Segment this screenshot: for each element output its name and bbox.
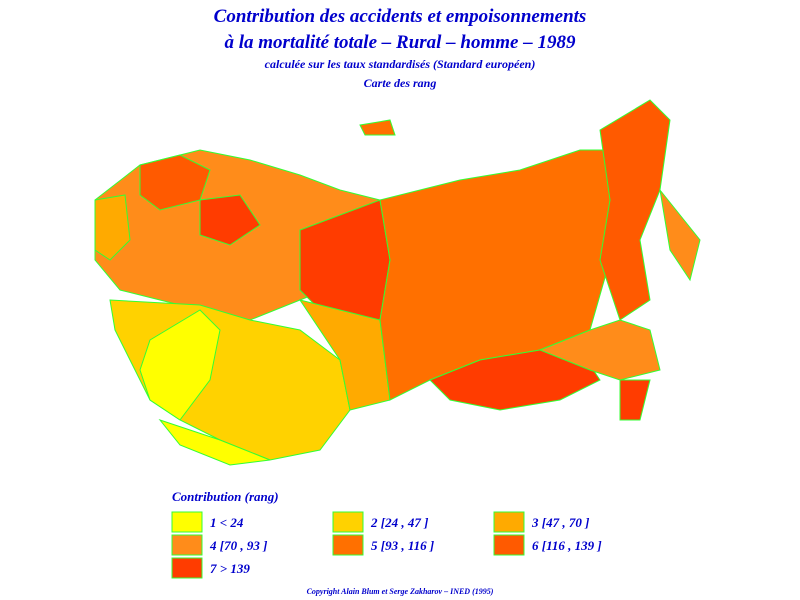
region xyxy=(599,99,671,321)
legend-label: 2 [24 , 47 ] xyxy=(370,515,428,530)
region xyxy=(619,379,651,421)
subtitle: calculée sur les taux standardisés (Stan… xyxy=(265,57,536,71)
region xyxy=(199,194,261,246)
subtitle: Carte des rang xyxy=(364,76,437,90)
legend-label: 7 > 139 xyxy=(210,561,250,576)
region xyxy=(298,299,391,411)
region xyxy=(659,188,701,282)
region xyxy=(538,319,661,381)
legend-swatch xyxy=(171,557,203,579)
title-line: à la mortalité totale – Rural – homme – … xyxy=(225,32,576,53)
region xyxy=(158,418,271,466)
legend: 1 < 24 2 [24 , 47 ] 3 [47 , 70 ] 4 [70 , 93… xyxy=(171,511,602,579)
map xyxy=(94,99,701,466)
legend-label: 4 [70 , 93 ] xyxy=(209,538,267,553)
legend-label: 3 [47 , 70 ] xyxy=(531,515,589,530)
legend-swatch xyxy=(171,534,203,556)
region xyxy=(359,119,396,136)
legend-label: 5 [93 , 116 ] xyxy=(371,538,434,553)
legend-swatch xyxy=(493,534,525,556)
region xyxy=(429,349,601,411)
legend-swatch xyxy=(493,511,525,533)
title-line: Contribution des accidents et empoisonne… xyxy=(214,6,587,27)
legend-title: Contribution (rang) xyxy=(172,489,279,504)
legend-label: 1 < 24 xyxy=(210,515,244,530)
legend-swatch xyxy=(332,534,364,556)
legend-label: 6 [116 , 139 ] xyxy=(532,538,602,553)
copyright: Copyright Alain Blum et Serge Zakharov –… xyxy=(307,587,494,596)
legend-swatch xyxy=(171,511,203,533)
region xyxy=(139,309,221,421)
region xyxy=(94,194,131,261)
legend-swatch xyxy=(332,511,364,533)
